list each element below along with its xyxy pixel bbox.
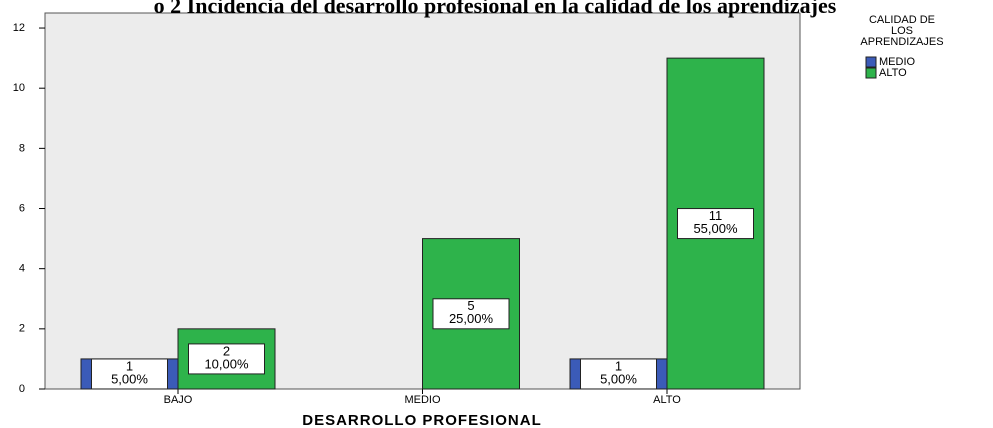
y-tick-label: 2 [19, 323, 25, 335]
x-tick-label: BAJO [164, 394, 193, 406]
percent-label: 25,00% [449, 311, 494, 326]
percent-label: 10,00% [204, 356, 249, 371]
legend-title: LOS [891, 25, 913, 37]
y-tick-label: 12 [13, 22, 25, 34]
legend-label: ALTO [879, 67, 907, 79]
legend-swatch [865, 67, 877, 79]
legend-label: MEDIO [879, 56, 916, 68]
y-tick-label: 8 [19, 142, 25, 154]
value-label-box [432, 298, 510, 330]
value-label-box [188, 343, 265, 375]
value-label-box [677, 208, 754, 240]
y-tick-label: 6 [19, 202, 25, 214]
value-label-box [91, 358, 168, 390]
value-label: 1 [615, 358, 622, 373]
value-label: 1 [126, 358, 133, 373]
legend-title: APRENDIZAJES [860, 36, 943, 48]
value-label-box [580, 358, 657, 390]
percent-label: 55,00% [693, 221, 738, 236]
chart-title: o 2 Incidencia del desarrollo profesiona… [154, 0, 837, 18]
x-tick-label: MEDIO [404, 394, 441, 406]
value-label: 11 [709, 208, 723, 223]
value-label: 5 [467, 298, 474, 313]
y-tick-label: 4 [19, 263, 25, 275]
x-axis-label: DESARROLLO PROFESIONAL [302, 412, 542, 428]
legend-swatch [865, 56, 877, 68]
x-tick-label: ALTO [653, 394, 681, 406]
percent-label: 5,00% [111, 371, 148, 386]
percent-label: 5,00% [600, 371, 637, 386]
value-label: 2 [223, 343, 230, 358]
legend-title: CALIDAD DE [869, 14, 935, 26]
y-tick-label: 10 [13, 82, 25, 94]
y-tick-label: 0 [19, 383, 25, 395]
